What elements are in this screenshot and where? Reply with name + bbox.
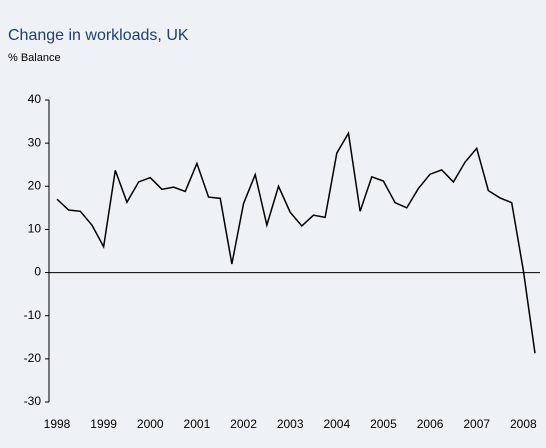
x-tick-label: 2002	[230, 417, 257, 431]
x-tick-label: 1999	[90, 417, 117, 431]
chart-title: Change in workloads, UK	[8, 27, 189, 44]
y-tick-label: -30	[24, 394, 42, 408]
x-tick-label: 2007	[463, 417, 490, 431]
x-tick-label: 2000	[137, 417, 164, 431]
x-tick-label: 2003	[277, 417, 304, 431]
chart-subtitle: % Balance	[8, 52, 61, 64]
x-tick-label: 2008	[510, 417, 537, 431]
x-tick-label: 2005	[370, 417, 397, 431]
x-tick-label: 1998	[44, 417, 71, 431]
y-tick-label: 0	[34, 265, 41, 279]
y-tick-label: -20	[24, 351, 42, 365]
x-tick-label: 2001	[184, 417, 211, 431]
x-tick-label: 2006	[417, 417, 444, 431]
y-tick-label: 30	[28, 135, 42, 149]
y-tick-label: -10	[24, 308, 42, 322]
x-tick-label: 2004	[323, 417, 350, 431]
data-line	[56, 131, 536, 354]
y-tick-label: 20	[28, 178, 42, 192]
y-tick-label: 10	[28, 222, 42, 236]
y-tick-label: 40	[28, 92, 42, 106]
